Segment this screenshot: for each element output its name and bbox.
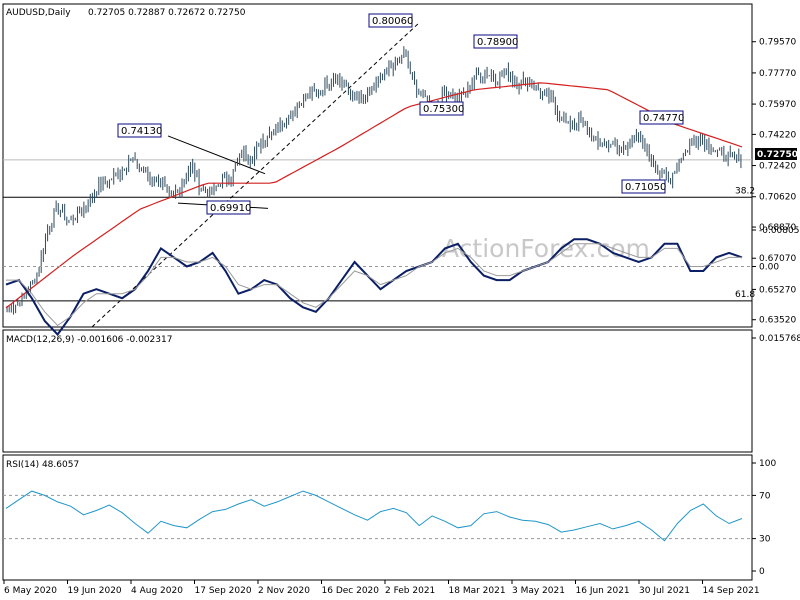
price-tick-label: 0.70620 [759,193,796,203]
price-tick-label: 0.65270 [759,285,796,295]
watermark: ActionForex.com [442,234,650,263]
date-tick-label: 16 Dec 2020 [322,586,380,596]
macd-line [5,238,743,337]
price-tick-label: 0.67070 [759,254,796,264]
macd-panel [3,238,752,337]
price-annotation: 0.69910 [206,200,251,215]
macd-tick-label: 0.015768 [759,334,800,344]
price-tick-label: 0.74220 [759,130,796,140]
price-tick-label: 0.68870 [759,223,796,233]
current-price-label: 0.72750 [757,150,798,160]
current-price-box [755,148,797,160]
macd-panel-frame [2,329,753,453]
date-tick-label: 2 Feb 2021 [385,586,435,596]
price-annotation-label: 0.74770 [643,113,684,124]
price-annotation-label: 0.75300 [423,104,464,115]
date-tick-label: 6 May 2020 [4,586,57,596]
date-tick-label: 2 Nov 2020 [258,586,310,596]
fibo-level-label: 61.8 [735,290,755,300]
macd-tick-label: -0.008053 [759,226,800,236]
date-tick-label: 19 Jun 2020 [68,586,122,596]
rsi-tick-label: 70 [759,491,771,501]
price-annotation-label: 0.71050 [625,182,666,193]
panel-frames [2,3,753,581]
price-annotation: 0.74770 [639,110,684,125]
ohlc-label: 0.72705 0.72887 0.72672 0.72750 [88,8,246,18]
price-tick-label: 0.77770 [759,69,796,79]
macd-signal-line [6,243,742,327]
symbol-label: AUDUSD,Daily [6,8,71,18]
price-panel: 38.2 61.8 0.80060 0.78900 0.75300 0.74130 0.74… [3,13,755,328]
price-annotation: 0.75300 [419,101,464,116]
price-annotation-label: 0.74130 [121,126,162,137]
price-annotation: 0.80060 [368,13,413,28]
price-annotation-label: 0.80060 [372,16,413,27]
macd-tick-label: 0.00 [759,263,779,273]
rsi-panel-frame [2,454,753,581]
rsi-panel [3,490,752,542]
price-tick-label: 0.79570 [759,38,796,48]
projection-dashed-line [91,21,421,328]
moving-average-line [5,82,743,309]
axis-labels: 0.79570 0.77770 0.75970 0.74220 0.72420 0.706… [3,38,800,596]
price-tick-label: 0.63520 [759,316,796,326]
date-tick-label: 16 Jun 2021 [576,586,630,596]
price-annotation: 0.78900 [473,34,518,49]
rsi-tick-label: 100 [759,459,776,469]
date-tick-label: 30 Jul 2021 [639,586,690,596]
rsi-tick-label: 30 [759,535,771,545]
date-tick-label: 17 Sep 2020 [195,586,252,596]
price-annotation-label: 0.78900 [477,37,518,48]
price-tick-label: 0.75970 [759,100,796,110]
date-tick-label: 14 Sep 2021 [703,586,760,596]
price-tick-label: 0.72420 [759,162,796,172]
channel-upper-line [167,135,266,175]
price-panel-frame [2,3,753,328]
macd-title: MACD(12,26,9) -0.001606 -0.002317 [6,335,172,345]
rsi-line [5,490,743,542]
rsi-tick-label: 0 [759,567,765,577]
date-tick-label: 3 May 2021 [512,586,565,596]
date-tick-label: 4 Aug 2020 [131,586,183,596]
price-annotation: 0.74130 [117,123,162,138]
fibo-level-label: 38.2 [735,186,755,196]
price-annotation-label: 0.69910 [210,203,251,214]
date-tick-label: 18 Mar 2021 [449,586,506,596]
rsi-title: RSI(14) 48.6057 [6,460,79,470]
price-annotation: 0.71050 [621,179,666,194]
